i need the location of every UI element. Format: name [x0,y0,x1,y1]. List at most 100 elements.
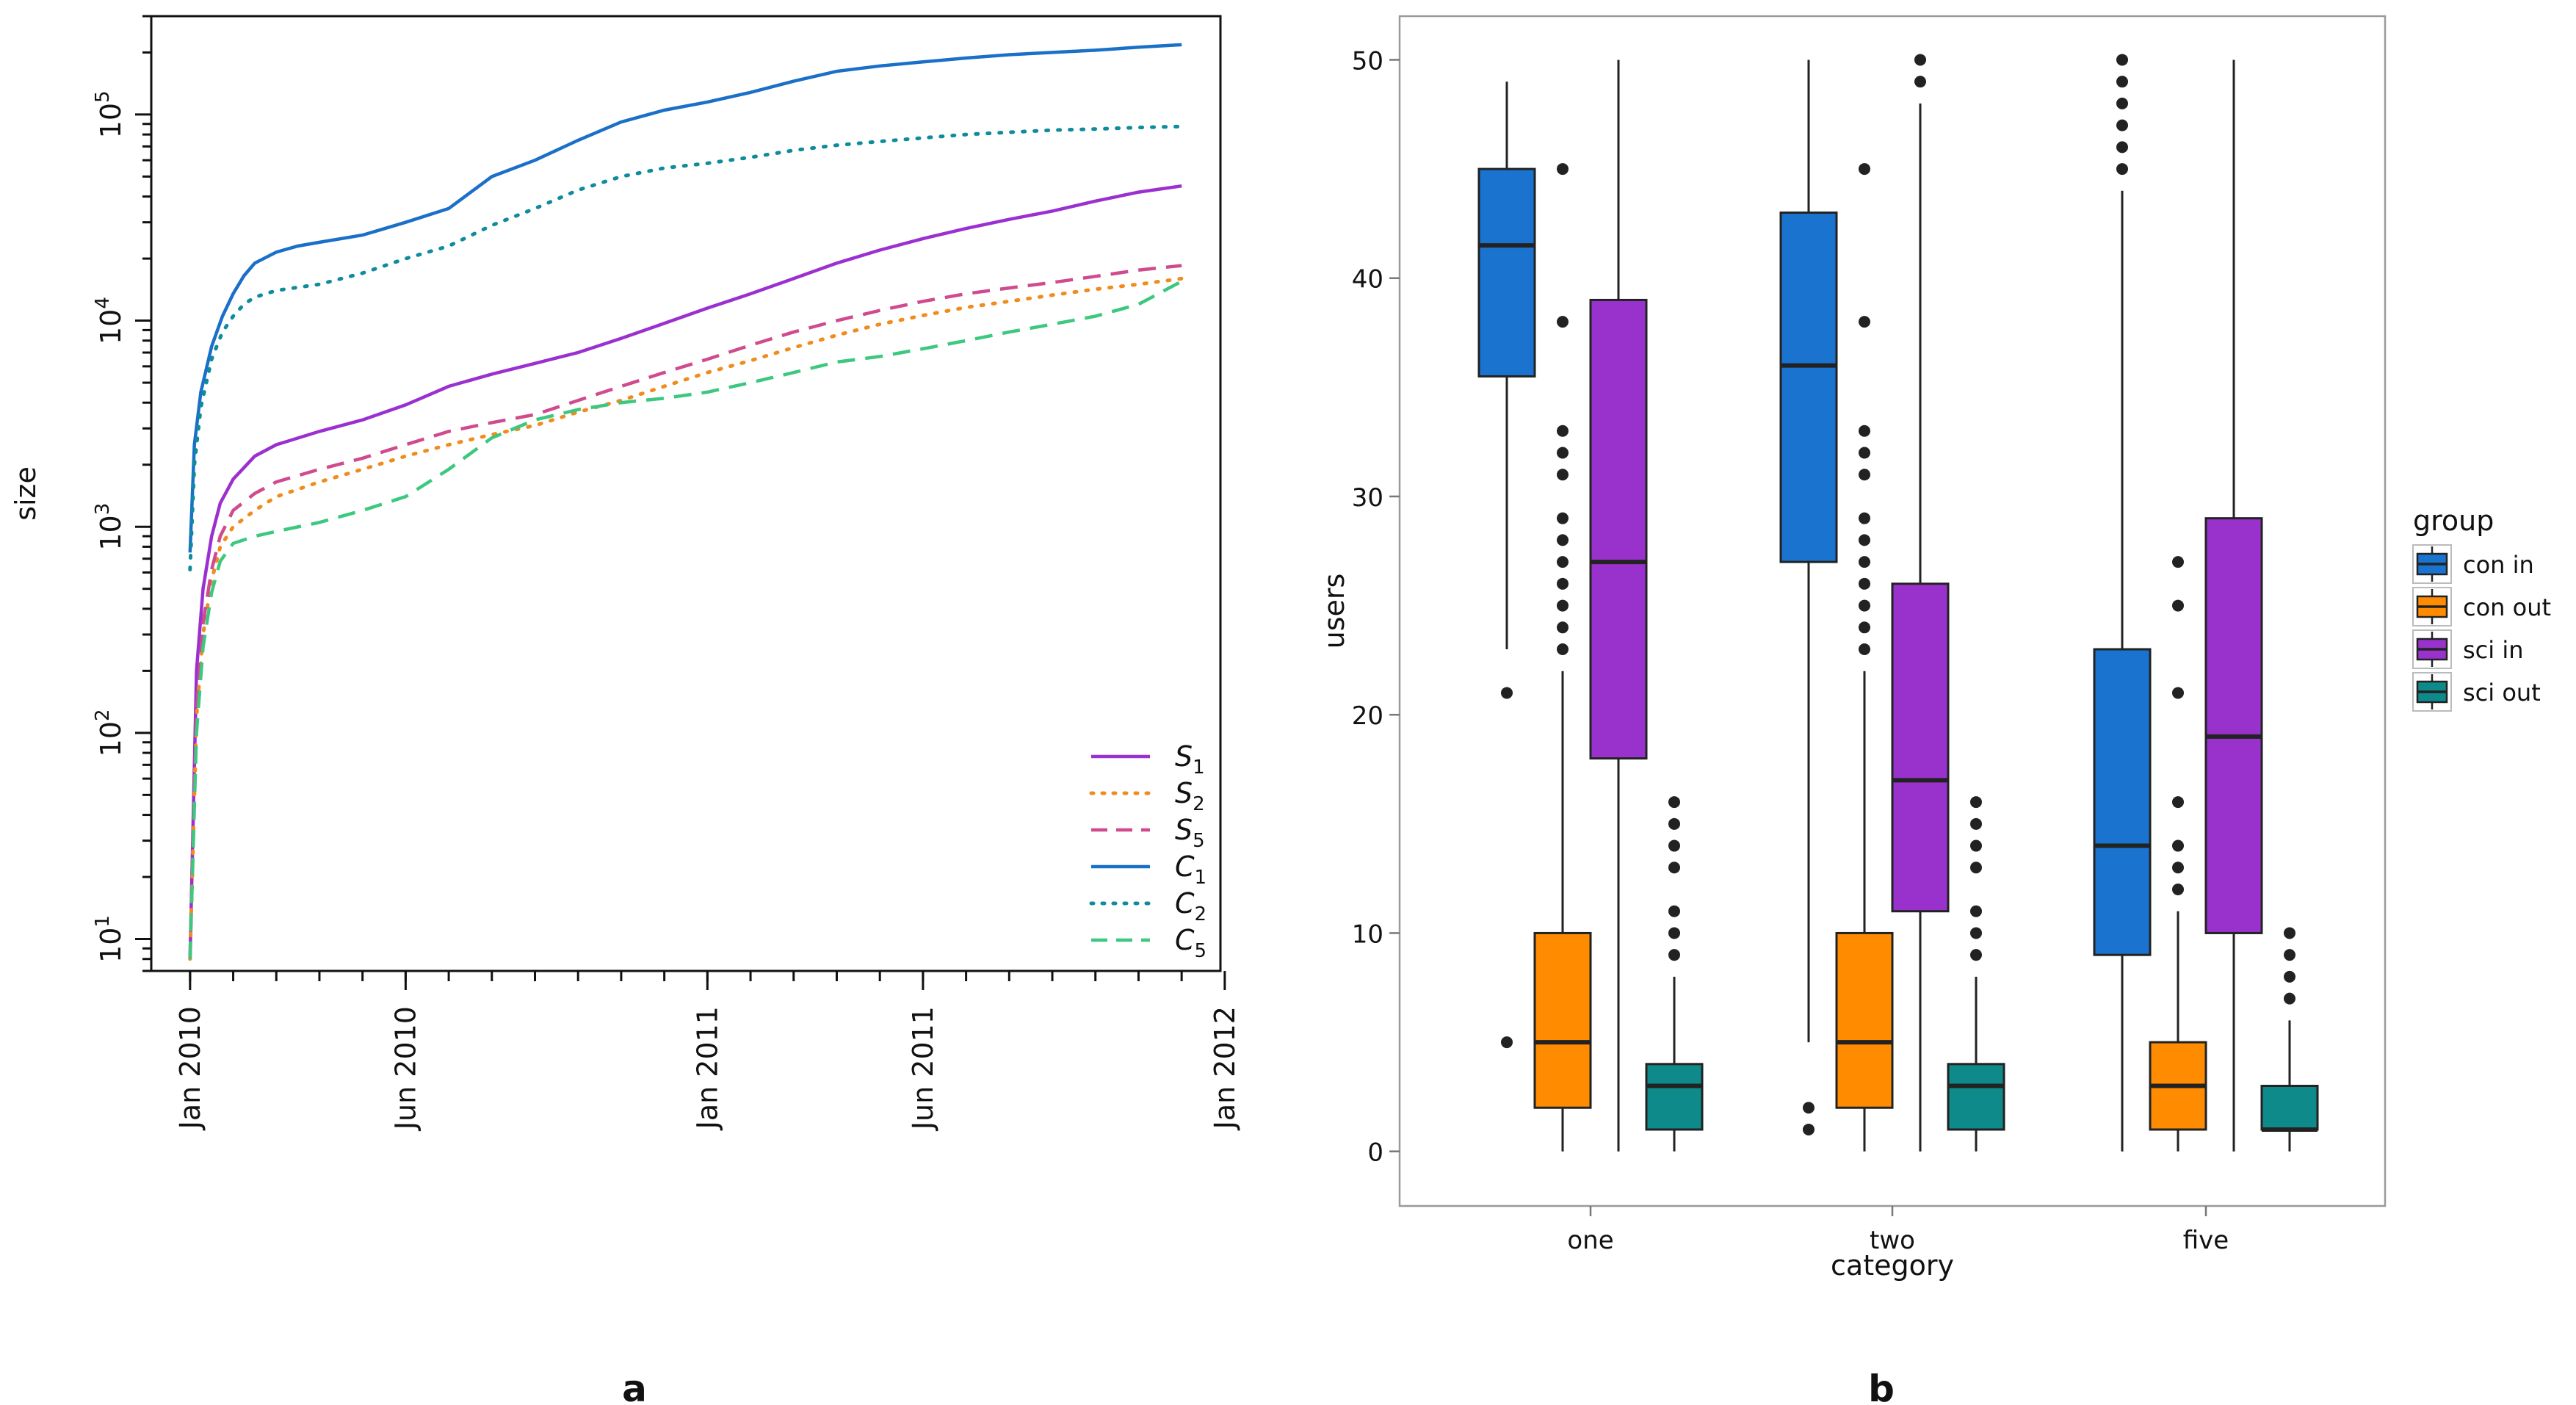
box-one-sci-out [1645,1063,1704,1131]
y-tick-base: 10 [95,928,127,963]
legend-label: con out [2463,593,2551,621]
y-tick-label: 104 [92,297,127,344]
outlier-point [2172,599,2184,612]
legend-label-subscript: 5 [1195,940,1207,962]
legend-label: sci in [2463,636,2524,664]
legend-label-name: C [1175,850,1195,883]
legend-label-name: S [1175,814,1193,846]
outlier-point [1557,577,1569,590]
y-tick-base: 10 [95,103,127,138]
legend-label: C1 [1175,850,1206,889]
outlier-point [1859,556,1870,568]
outlier-point [1970,796,1982,809]
box-one-con-out [1533,931,1592,1109]
x-tick-label: five [2183,1226,2229,1255]
y-tick-base: 10 [95,721,127,756]
y-tick-label: 30 [1352,483,1383,513]
panel-b-legend-title: group [2413,505,2494,537]
outlier-point [1859,163,1870,176]
panel-b-box-plot: 0 10 20 30 40 50 one two five users category gr… [1318,15,2551,1405]
outlier-point [1914,54,1926,66]
outlier-point [1557,469,1569,481]
y-tick-label: 10 [1352,920,1383,949]
outlier-point [2116,141,2128,153]
outlier-point [1859,425,1870,437]
outlier-point [2172,883,2184,895]
outlier-point [2284,970,2295,983]
legend-label: C5 [1175,924,1206,962]
y-tick-base: 10 [95,515,127,550]
panel-b-y-axis-title: users [1318,574,1350,649]
outlier-point [1970,927,1982,939]
box-one-sci-in [1589,298,1648,760]
box-five-sci-out [2260,1085,2319,1131]
y-tick-exponent: 3 [92,503,114,516]
y-tick-label: 101 [92,915,127,963]
outlier-point [2284,949,2295,961]
panel-b-legend: group con in con out sci in sci out [2412,505,2551,712]
outlier-point [1970,949,1982,961]
series-line-s5 [188,264,1182,959]
outlier-point [1557,643,1569,656]
series-line-s1 [188,184,1182,959]
legend-label-name: C [1175,887,1195,920]
legend-label-name: S [1175,740,1193,773]
outlier-point [1803,1123,1815,1135]
y-tick-label: 50 [1352,46,1383,76]
outlier-point [1970,817,1982,830]
box-two-con-in [1779,212,1838,563]
legend-label: sci out [2463,679,2541,707]
panel-b-x-axis: one two five [1567,1206,2229,1255]
y-tick-exponent: 5 [92,90,114,103]
x-tick-label: Jan 2012 [1209,1006,1241,1130]
outlier-point [1668,927,1680,939]
outlier-point [1859,447,1870,459]
outlier-point [1668,839,1680,852]
box-one-con-in [1477,167,1536,378]
legend-label-subscript: 1 [1193,756,1205,779]
x-tick-label: Jan 2010 [174,1006,206,1130]
legend-label: S5 [1175,814,1205,852]
series-line-c2 [188,124,1184,571]
x-tick-label: Jun 2010 [389,1006,422,1131]
outlier-point [1970,862,1982,874]
outlier-point [1970,839,1982,852]
outlier-point [1668,862,1680,874]
y-tick-exponent: 1 [92,915,114,928]
outlier-point [2172,796,2184,809]
outlier-point [1501,687,1513,699]
outlier-point [1557,163,1569,176]
outlier-point [1859,621,1870,634]
legend-label: C2 [1175,887,1206,925]
panel-b-label: b [1868,1368,1895,1405]
outlier-point [1859,316,1870,328]
outlier-point [1557,512,1569,524]
y-tick-label: 102 [92,709,127,756]
outlier-point [1859,534,1870,546]
outlier-point [1557,425,1569,437]
outlier-point [1859,469,1870,481]
legend-label-subscript: 1 [1195,867,1207,889]
outlier-point [1557,556,1569,568]
y-tick-label: 40 [1352,265,1383,295]
outlier-point [1501,1036,1513,1049]
legend-label: S2 [1175,777,1205,815]
panel-a-series-group [188,43,1184,961]
outlier-point [1668,949,1680,961]
box-five-con-in [2093,648,2152,956]
y-tick-label: 0 [1367,1138,1383,1168]
series-line-c5 [188,280,1183,959]
outlier-point [2284,927,2295,939]
outlier-point [2116,163,2128,176]
outlier-point [1557,447,1569,459]
outlier-point [2172,687,2184,699]
legend-label-name: S [1175,777,1193,809]
outlier-point [1557,534,1569,546]
panel-a-label: a [622,1368,647,1405]
outlier-point [2172,556,2184,568]
legend-label-subscript: 2 [1195,903,1207,925]
